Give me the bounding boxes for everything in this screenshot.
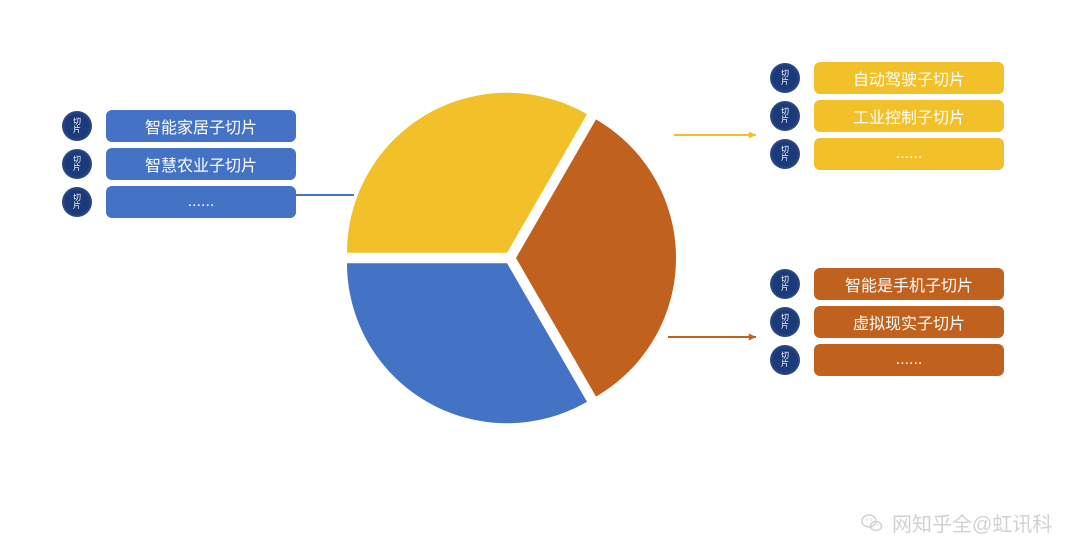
slice-bullet-icon: 切 片 [770, 307, 800, 337]
slice-bullet-icon: 切 片 [770, 345, 800, 375]
slice-bullet-icon: 切 片 [62, 187, 92, 217]
callout-row: 切 片...... [770, 344, 1004, 376]
slice-bullet-icon: 切 片 [770, 269, 800, 299]
slice-bullet-icon: 切 片 [62, 111, 92, 141]
callout-pill: 虚拟现实子切片 [814, 306, 1004, 338]
slice-bullet-icon: 切 片 [770, 63, 800, 93]
callout-left-mmtc: 切 片智能家居子切片切 片智慧农业子切片切 片...... [62, 110, 296, 224]
callout-row: 切 片...... [770, 138, 1004, 170]
slice-bullet-icon: 切 片 [770, 139, 800, 169]
callout-row: 切 片智能是手机子切片 [770, 268, 1004, 300]
callout-pill: 自动驾驶子切片 [814, 62, 1004, 94]
callout-row: 切 片智能家居子切片 [62, 110, 296, 142]
callout-pill: 智能家居子切片 [106, 110, 296, 142]
callout-right-urllc: 切 片自动驾驶子切片切 片工业控制子切片切 片...... [770, 62, 1004, 176]
wechat-icon [860, 511, 884, 535]
slice-bullet-icon: 切 片 [770, 101, 800, 131]
watermark-text: 网知乎全@虹讯科 [892, 508, 1052, 537]
callout-row: 切 片工业控制子切片 [770, 100, 1004, 132]
callout-pill: ...... [106, 186, 296, 218]
callout-right-embb: 切 片智能是手机子切片切 片虚拟现实子切片切 片...... [770, 268, 1004, 382]
callout-pill: ...... [814, 138, 1004, 170]
callout-pill: 智能是手机子切片 [814, 268, 1004, 300]
callout-row: 切 片虚拟现实子切片 [770, 306, 1004, 338]
callout-pill: ...... [814, 344, 1004, 376]
callout-row: 切 片智慧农业子切片 [62, 148, 296, 180]
callout-row: 切 片...... [62, 186, 296, 218]
callout-pill: 智慧农业子切片 [106, 148, 296, 180]
slice-bullet-icon: 切 片 [62, 149, 92, 179]
watermark: 网知乎全@虹讯科 [860, 508, 1052, 537]
callout-pill: 工业控制子切片 [814, 100, 1004, 132]
callout-row: 切 片自动驾驶子切片 [770, 62, 1004, 94]
